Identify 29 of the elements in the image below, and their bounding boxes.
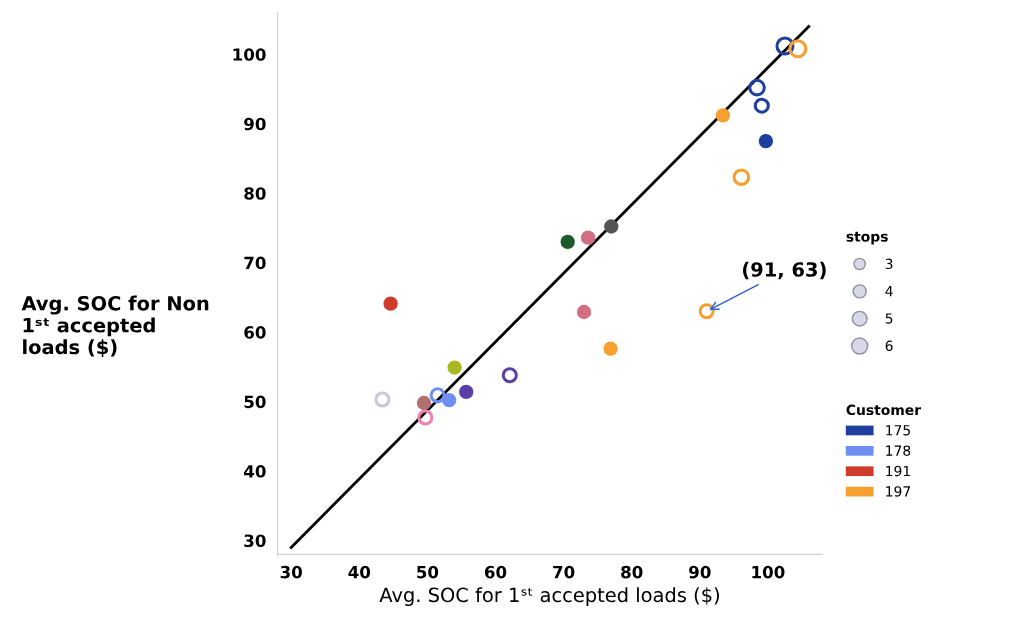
x-tick-label: 60 [484, 565, 507, 579]
y-tick-label: 30 [244, 534, 266, 548]
x-tick-label: 40 [348, 565, 371, 579]
legend-label: 197 [886, 486, 911, 497]
legend-label: 3 [885, 258, 893, 270]
x-axis-title: Avg. SOC for 1ˢᵗ accepted loads ($) [379, 587, 719, 607]
y-tick-label: 70 [244, 256, 266, 270]
legend-label: 178 [886, 445, 911, 456]
y-tick-label: 50 [244, 395, 266, 409]
legend-label: 6 [885, 340, 893, 352]
legend-label: 175 [886, 425, 910, 436]
text: Customer [846, 404, 922, 416]
x-tick-label: 90 [689, 565, 711, 579]
legend-label: 5 [885, 313, 893, 324]
y-tick-label: 80 [244, 187, 266, 200]
annotation: (91, 63) [743, 261, 826, 280]
x-tick-label: 30 [280, 565, 302, 579]
x-tick-label: 70 [553, 565, 575, 579]
y-tick-label: 40 [244, 465, 266, 478]
x-tick-label: 80 [621, 565, 643, 579]
text: stops [846, 231, 888, 245]
legend-label: 191 [886, 465, 910, 477]
x-tick-label: 100 [752, 565, 785, 579]
y-tick-label: 90 [244, 117, 266, 131]
y-tick-label: 60 [244, 326, 266, 339]
x-tick-label: 50 [417, 565, 439, 579]
y-tick-label: 100 [233, 48, 266, 61]
y-axis-title: Avg. SOC for Non 1ˢᵗ accepted loads ($) [21, 295, 209, 357]
legend-label: 4 [885, 286, 893, 297]
